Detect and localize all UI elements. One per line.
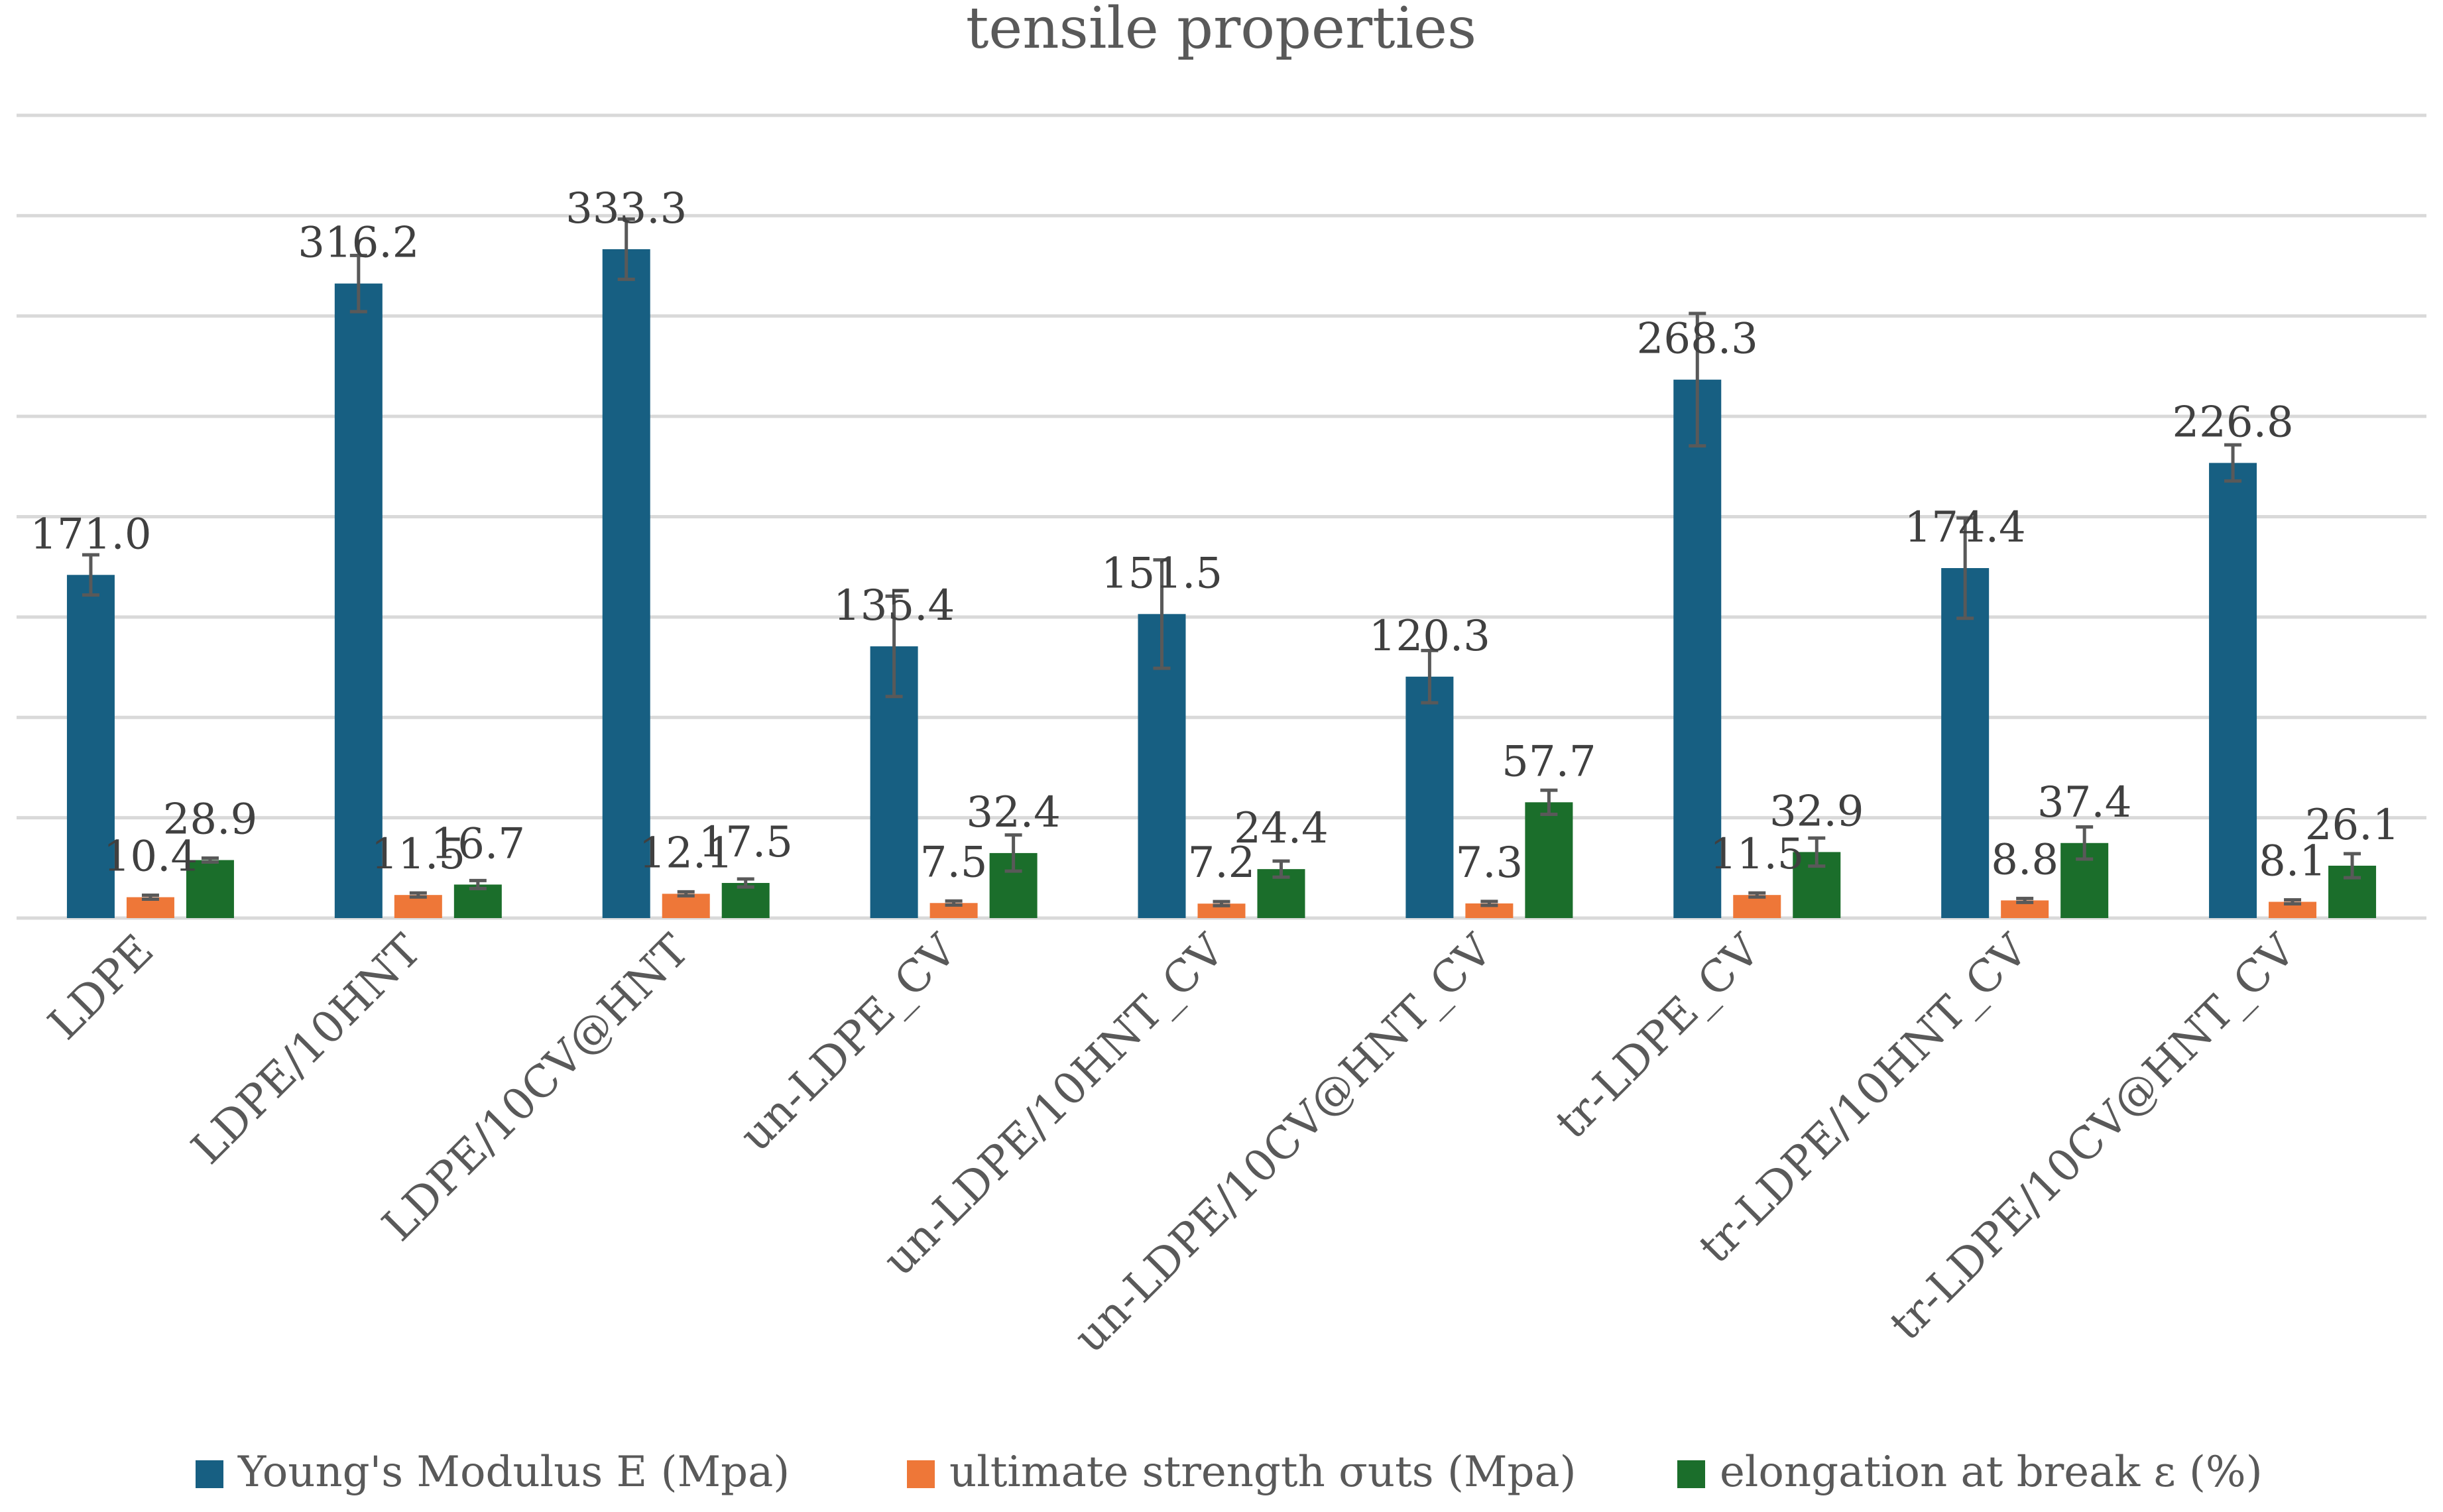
error-bar-1-4 — [885, 594, 903, 699]
bar-1-3 — [602, 249, 650, 918]
data-label-3-5: 24.4 — [1234, 804, 1329, 853]
data-label-2-8: 8.8 — [1991, 835, 2058, 884]
error-bar-1-3 — [617, 217, 635, 281]
legend-entry-3: elongation at break ε (%) — [1677, 1448, 2263, 1497]
data-label-1-6: 120.3 — [1369, 612, 1490, 661]
bar-3-6 — [1525, 802, 1573, 918]
error-bar-1-6 — [1421, 648, 1439, 705]
chart-title: tensile properties — [966, 0, 1476, 62]
category-label-1: LDPE — [38, 925, 163, 1049]
data-label-2-5: 7.2 — [1188, 839, 1256, 888]
bar-3-1 — [186, 860, 234, 918]
data-label-3-1: 28.9 — [163, 795, 258, 844]
data-label-2-2: 11.5 — [371, 830, 466, 879]
legend-swatch — [1677, 1460, 1705, 1488]
category-label-2: LDPE/10HNT — [182, 925, 431, 1174]
data-label-3-2: 16.7 — [431, 819, 526, 868]
data-label-3-8: 37.4 — [2037, 778, 2132, 827]
data-label-3-9: 26.1 — [2305, 801, 2400, 850]
category-label-7: tr-LDPE_CV — [1546, 924, 1771, 1149]
data-label-1-4: 135.4 — [833, 581, 955, 630]
error-bar-3-2 — [469, 878, 487, 890]
data-label-3-7: 32.9 — [1769, 787, 1864, 836]
category-label-4: un-LDPE_CV — [730, 924, 967, 1161]
data-label-1-3: 333.3 — [566, 184, 687, 233]
legend-swatch — [196, 1460, 223, 1488]
bar-2-2 — [394, 895, 442, 918]
data-label-2-4: 7.5 — [920, 838, 988, 887]
error-bar-3-6 — [1540, 788, 1558, 816]
data-label-1-2: 316.2 — [298, 219, 419, 268]
bar-1-2 — [334, 283, 383, 919]
bar-3-3 — [721, 883, 770, 918]
legend-swatch — [907, 1460, 935, 1488]
error-bar-2-7 — [1748, 891, 1766, 899]
bar-1-9 — [2209, 463, 2257, 918]
error-bar-2-5 — [1213, 900, 1230, 907]
error-bar-2-2 — [409, 891, 427, 899]
data-label-1-7: 268.3 — [1637, 315, 1758, 364]
error-bar-3-1 — [201, 856, 219, 864]
legend-label: Young's Modulus E (Mpa) — [237, 1448, 790, 1497]
error-bar-2-8 — [2016, 896, 2034, 904]
data-label-2-3: 12.1 — [638, 829, 733, 878]
bar-2-6 — [1465, 903, 1514, 918]
error-bar-1-5 — [1153, 558, 1171, 670]
error-bar-3-9 — [2344, 852, 2361, 880]
error-bar-1-9 — [2224, 443, 2242, 483]
data-label-3-6: 57.7 — [1502, 737, 1596, 786]
data-label-1-9: 226.8 — [2172, 398, 2293, 447]
bar-1-8 — [1941, 568, 1990, 918]
bar-1-7 — [1673, 379, 1722, 918]
legend-entry-1: Young's Modulus E (Mpa) — [196, 1448, 790, 1497]
bar-1-6 — [1405, 676, 1454, 918]
bar-2-7 — [1733, 895, 1781, 918]
data-label-2-7: 11.5 — [1710, 830, 1805, 879]
error-bar-3-3 — [737, 877, 754, 889]
error-bars — [82, 217, 2361, 907]
error-bar-3-7 — [1808, 836, 1826, 868]
legend-label: ultimate strength σuts (Mpa) — [949, 1448, 1577, 1497]
error-bar-2-3 — [677, 890, 695, 898]
data-label-1-8: 174.4 — [1905, 503, 2026, 552]
category-label-3: LDPE/10CV@HNT — [373, 925, 699, 1251]
error-bar-1-2 — [349, 253, 367, 314]
error-bar-1-8 — [1956, 516, 1974, 620]
error-bar-3-5 — [1272, 859, 1290, 879]
bar-2-3 — [662, 894, 710, 918]
error-bar-2-6 — [1480, 900, 1498, 907]
error-bar-2-4 — [945, 899, 963, 907]
data-label-1-1: 171.0 — [30, 510, 151, 559]
data-label-2-9: 8.1 — [2259, 837, 2326, 886]
error-bar-2-1 — [141, 893, 159, 901]
data-label-1-5: 151.5 — [1101, 549, 1222, 598]
error-bar-1-1 — [82, 553, 99, 597]
category-label-6: un-LDPE/10CV@HNT_CV — [1064, 924, 1503, 1363]
legend-entry-2: ultimate strength σuts (Mpa) — [907, 1448, 1577, 1497]
error-bar-2-9 — [2284, 898, 2302, 906]
bar-2-5 — [1197, 903, 1246, 918]
error-bar-1-7 — [1689, 312, 1706, 448]
data-label-3-3: 17.5 — [698, 818, 793, 867]
legend: Young's Modulus E (Mpa) ultimate strength… — [196, 1448, 2263, 1497]
data-labels: 171.010.428.9316.211.516.7333.312.117.51… — [30, 184, 2399, 888]
bar-1-1 — [66, 575, 115, 918]
data-label-2-1: 10.4 — [103, 833, 198, 882]
bar-2-4 — [929, 903, 978, 918]
legend-label: elongation at break ε (%) — [1720, 1448, 2263, 1497]
error-bar-3-4 — [1004, 833, 1022, 873]
data-label-2-6: 7.3 — [1455, 839, 1523, 888]
error-bar-3-8 — [2076, 825, 2094, 861]
data-label-3-4: 32.4 — [966, 788, 1061, 837]
